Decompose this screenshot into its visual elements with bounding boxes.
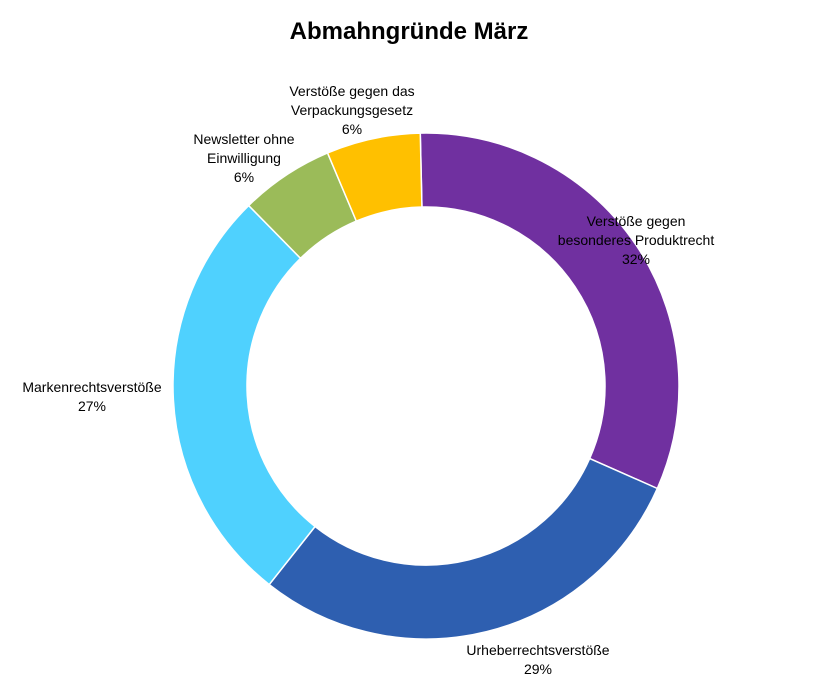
donut-slice-1 — [268, 457, 659, 640]
chart-title: Abmahngründe März — [289, 18, 529, 45]
label-line: Verstöße gegen das — [289, 83, 415, 99]
donut-slice-0 — [419, 132, 680, 490]
label-line: Verpackungsgesetz — [290, 102, 414, 118]
donut-slice-2 — [172, 204, 317, 586]
label-line: Verstöße gegen — [586, 213, 686, 229]
slice-label-newsletter: Newsletter ohne Einwilligung 6% — [164, 130, 324, 187]
label-line: Einwilligung — [207, 150, 281, 166]
slice-label-verpackung: Verstöße gegen das Verpackungsgesetz 6% — [262, 82, 442, 139]
slice-label-produktrecht: Verstöße gegen besonderes Produktrecht 3… — [536, 212, 736, 269]
donut-slice-4 — [326, 132, 423, 223]
label-percent: 29% — [523, 661, 553, 677]
label-line: Newsletter ohne — [193, 131, 295, 147]
label-line: besonderes Produktrecht — [557, 232, 715, 248]
label-line: Markenrechtsverstöße — [22, 379, 162, 395]
slice-label-urheberrecht: Urheberrechtsverstöße 29% — [438, 641, 638, 679]
label-percent: 32% — [621, 251, 651, 267]
label-line: Urheberrechtsverstöße — [466, 642, 610, 658]
label-percent: 27% — [77, 398, 107, 414]
label-percent: 6% — [341, 121, 363, 137]
slice-label-markenrecht: Markenrechtsverstöße 27% — [2, 378, 182, 416]
label-percent: 6% — [233, 169, 255, 185]
